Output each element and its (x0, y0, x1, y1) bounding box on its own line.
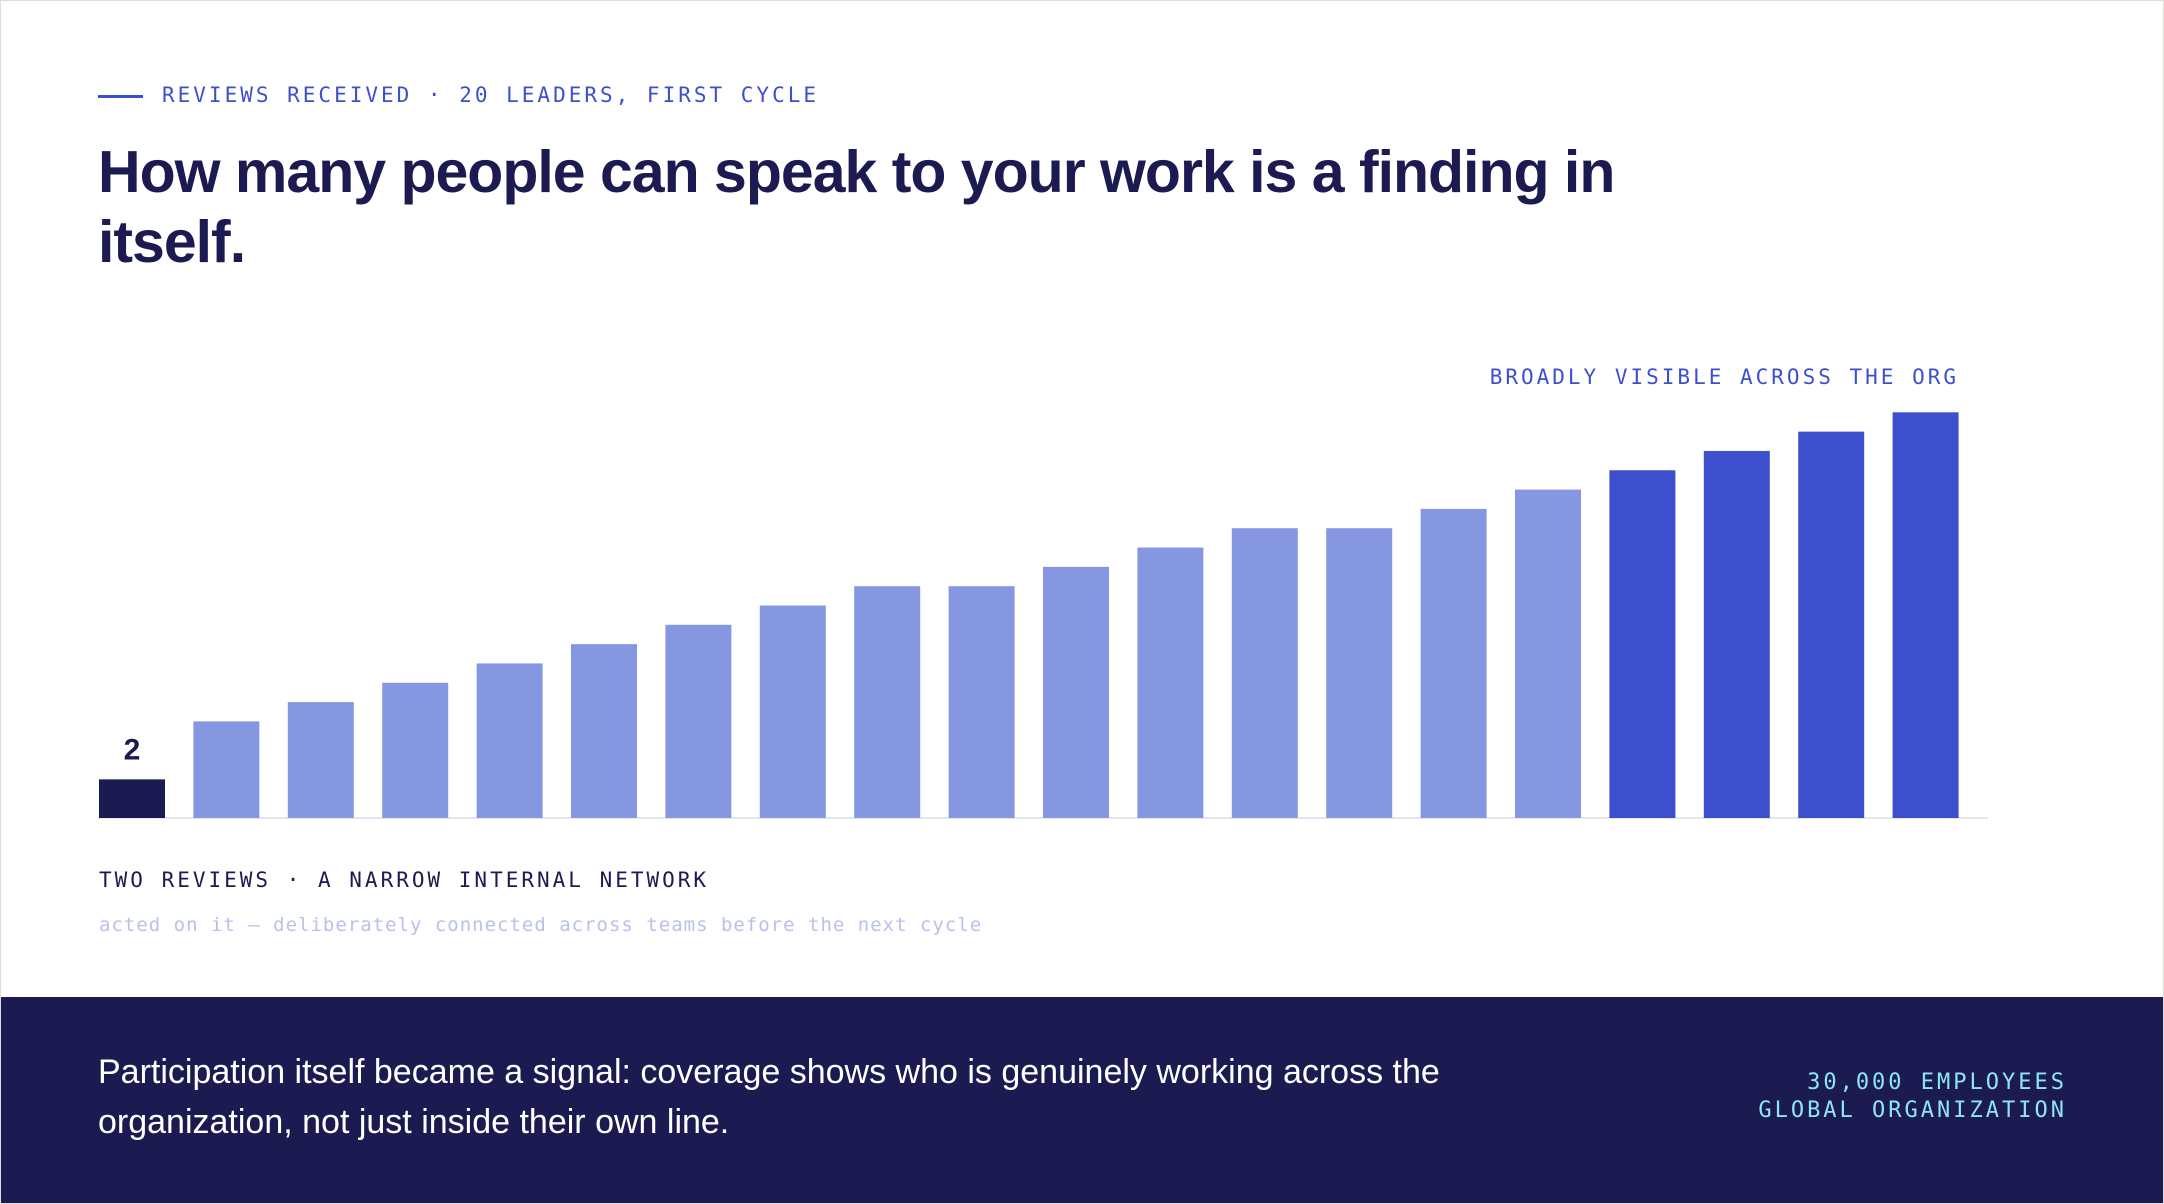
bar (759, 605, 826, 818)
bar (99, 779, 165, 818)
bar (1137, 547, 1204, 818)
footer: Participation itself became a signal: co… (1, 997, 2163, 1203)
bar (854, 586, 921, 818)
bar (193, 721, 260, 818)
chart-title: How many people can speak to your work i… (98, 139, 1615, 275)
bar (287, 702, 354, 818)
bar (382, 682, 449, 818)
bar (1609, 470, 1676, 818)
chart: BROADLY VISIBLE ACROSS THE ORG 2 (98, 365, 1988, 819)
caption: TWO REVIEWS · A NARROW INTERNAL NETWORK (99, 868, 710, 892)
footer-stats: 30,000 EMPLOYEES GLOBAL ORGANIZATION (1758, 1069, 2067, 1125)
bar (1798, 431, 1865, 818)
bar (1892, 412, 1959, 818)
bar (1420, 508, 1487, 818)
stat: 30,000 EMPLOYEES (1807, 1070, 2067, 1095)
stat: GLOBAL ORGANIZATION (1758, 1098, 2067, 1123)
eyebrow-rule (98, 95, 143, 98)
annotation: BROADLY VISIBLE ACROSS THE ORG (1490, 365, 1959, 389)
note: acted on it — deliberately connected acr… (99, 914, 983, 936)
bar (1515, 489, 1581, 818)
bar (665, 624, 732, 818)
bar (1326, 528, 1393, 818)
bar (948, 586, 1015, 818)
bar (571, 644, 637, 818)
footer-text: Participation itself became a signal: co… (98, 1053, 1440, 1141)
bar (1703, 450, 1770, 818)
bar (1043, 566, 1109, 818)
data-label: 2 (124, 733, 141, 766)
bar (1231, 528, 1298, 818)
eyebrow: REVIEWS RECEIVED · 20 LEADERS, FIRST CYC… (162, 83, 820, 107)
bar (476, 663, 543, 818)
